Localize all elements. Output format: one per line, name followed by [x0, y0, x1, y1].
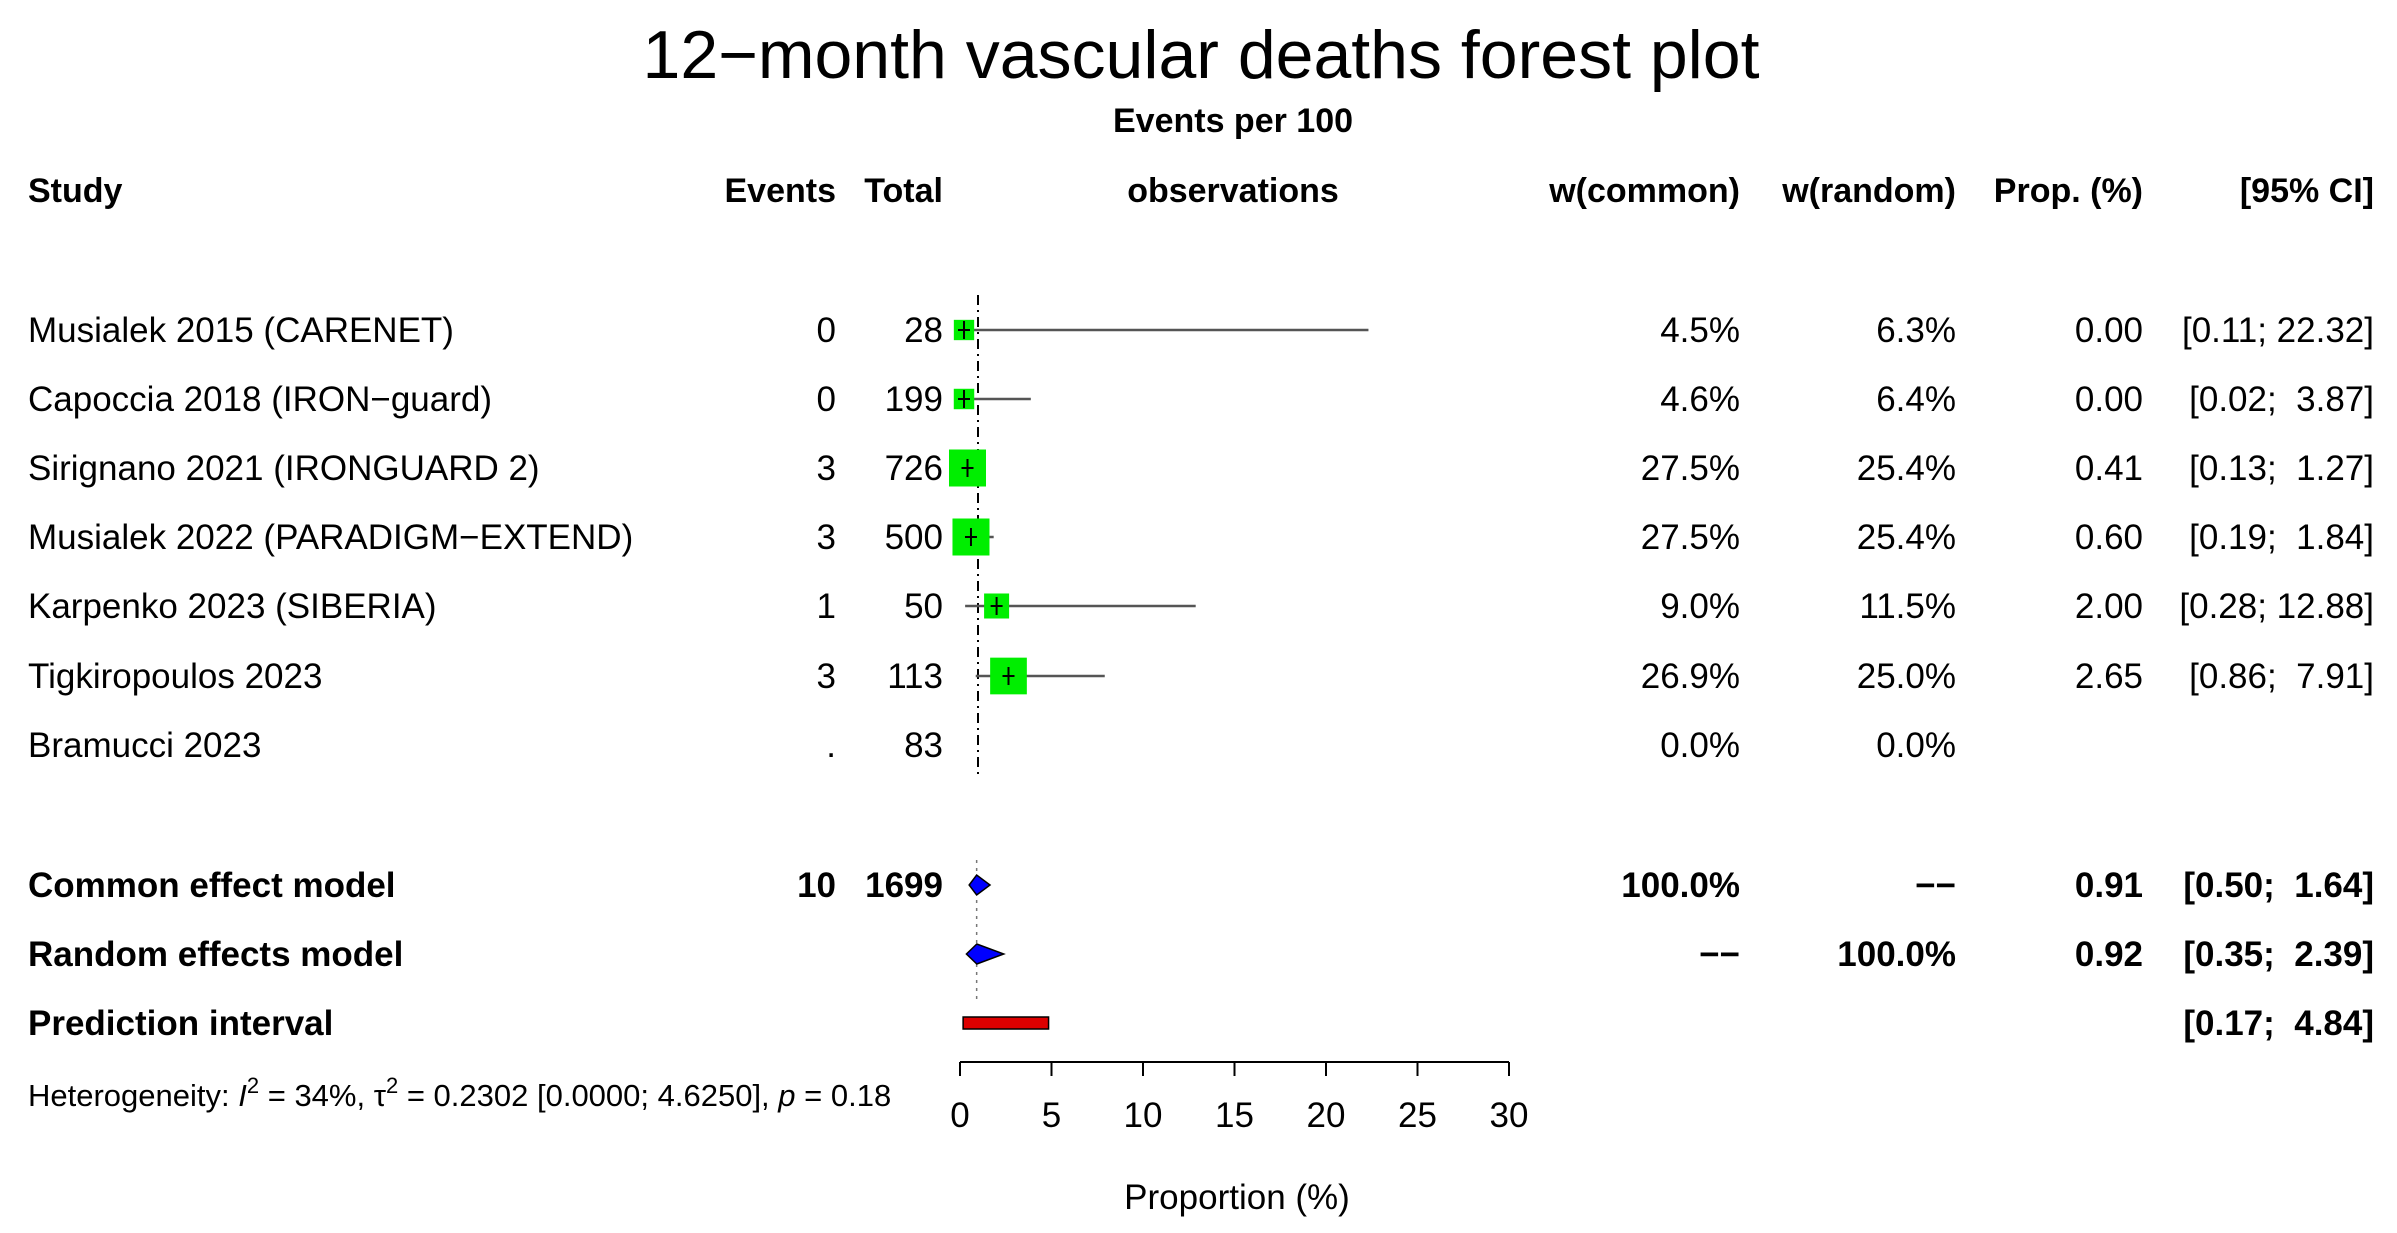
study-total-cell: 113: [887, 657, 943, 696]
study-prop-cell: 2.65: [2075, 657, 2143, 696]
study-ci-cell: [0.02; 3.87]: [2189, 380, 2374, 419]
study-prop-cell: 0.41: [2075, 449, 2143, 488]
header-events: Events: [725, 172, 837, 210]
study-events-cell: 0: [817, 380, 836, 419]
random-effects-diamond: [965, 943, 1006, 965]
x-axis-tick-label: 15: [1215, 1096, 1254, 1135]
het-i2-value: = 34%,: [259, 1078, 374, 1113]
study-ci-cell: [0.13; 1.27]: [2189, 449, 2374, 488]
common-w-common-cell: 100.0%: [1621, 866, 1740, 905]
study-name-cell: Musialek 2022 (PARADIGM−EXTEND): [28, 518, 633, 557]
table-rows: Musialek 2015 (CARENET) 0 28 4.5% 6.3% 0.00 [0…: [28, 311, 2374, 1043]
header-effect-line2: observations: [1127, 172, 1339, 210]
plot-graphics: [949, 295, 1369, 1030]
study-total-cell: 28: [904, 311, 943, 350]
study-w-random-cell: 0.0%: [1876, 726, 1956, 765]
common-w-random-cell: −−: [1915, 866, 1956, 905]
study-events-cell: 0: [817, 311, 836, 350]
header-prop: Prop. (%): [1994, 172, 2143, 210]
common-prop-cell: 0.91: [2075, 866, 2143, 905]
random-prop-cell: 0.92: [2075, 935, 2143, 974]
study-total-cell: 199: [885, 380, 943, 419]
random-name-cell: Random effects model: [28, 935, 403, 974]
study-w-common-cell: 4.6%: [1660, 380, 1740, 419]
random-w-common-cell: −−: [1699, 935, 1740, 974]
header-w-random: w(random): [1781, 172, 1956, 210]
study-name-cell: Tigkiropoulos 2023: [28, 657, 322, 696]
header-w-common: w(common): [1548, 172, 1740, 210]
prediction-ci-cell: [0.17; 4.84]: [2183, 1004, 2374, 1043]
het-tau2-symbol: τ: [374, 1078, 386, 1113]
study-w-random-cell: 6.4%: [1876, 380, 1956, 419]
common-total-cell: 1699: [865, 866, 943, 905]
study-w-random-cell: 25.0%: [1857, 657, 1956, 696]
x-axis-title: Proportion (%): [1124, 1178, 1350, 1217]
header-ci: [95% CI]: [2240, 172, 2374, 210]
common-ci-cell: [0.50; 1.64]: [2183, 866, 2374, 905]
header-study: Study: [28, 172, 123, 210]
x-axis-tick-label: 5: [1042, 1096, 1061, 1135]
het-p-symbol: p: [777, 1078, 795, 1113]
x-axis-tick-label: 20: [1307, 1096, 1346, 1135]
column-headers: Events per 100 Study Events Total observ…: [28, 102, 2374, 210]
study-ci-cell: [0.86; 7.91]: [2189, 657, 2374, 696]
common-events-cell: 10: [797, 866, 836, 905]
study-total-cell: 726: [885, 449, 943, 488]
study-prop-cell: 0.00: [2075, 380, 2143, 419]
heterogeneity-text: Heterogeneity: I2 = 34%, τ2 = 0.2302 [0.…: [28, 1073, 891, 1113]
study-ci-cell: [0.28; 12.88]: [2179, 587, 2374, 626]
study-name-cell: Capoccia 2018 (IRON−guard): [28, 380, 492, 419]
common-effect-diamond: [968, 873, 992, 897]
x-axis-tick-label: 25: [1398, 1096, 1437, 1135]
random-ci-cell: [0.35; 2.39]: [2183, 935, 2374, 974]
study-events-cell: .: [826, 726, 836, 765]
study-name-cell: Musialek 2015 (CARENET): [28, 311, 454, 350]
study-w-common-cell: 27.5%: [1641, 518, 1740, 557]
study-events-cell: 3: [817, 657, 836, 696]
study-w-random-cell: 6.3%: [1876, 311, 1956, 350]
random-w-random-cell: 100.0%: [1837, 935, 1956, 974]
study-w-common-cell: 27.5%: [1641, 449, 1740, 488]
header-effect-line1: Events per 100: [1113, 102, 1353, 140]
het-p-value: = 0.18: [796, 1078, 892, 1113]
study-w-common-cell: 9.0%: [1660, 587, 1740, 626]
study-events-cell: 3: [817, 518, 836, 557]
study-name-cell: Karpenko 2023 (SIBERIA): [28, 587, 437, 626]
study-total-cell: 500: [885, 518, 943, 557]
study-name-cell: Bramucci 2023: [28, 726, 261, 765]
het-i2-symbol: I: [238, 1078, 247, 1113]
header-total: Total: [864, 172, 943, 210]
het-tau2-sup: 2: [386, 1073, 398, 1098]
x-axis-tick-label: 10: [1124, 1096, 1163, 1135]
het-tau2-value: = 0.2302 [0.0000; 4.6250],: [398, 1078, 778, 1113]
x-axis: 0 5 10 15 20 25 30: [950, 1061, 1529, 1135]
study-events-cell: 1: [817, 587, 836, 626]
prediction-interval-bar: [962, 1016, 1050, 1030]
study-prop-cell: 2.00: [2075, 587, 2143, 626]
het-prefix: Heterogeneity:: [28, 1078, 238, 1113]
x-axis-tick-label: 0: [950, 1096, 969, 1135]
study-prop-cell: 0.00: [2075, 311, 2143, 350]
study-w-random-cell: 11.5%: [1859, 587, 1956, 626]
common-name-cell: Common effect model: [28, 866, 396, 905]
study-total-cell: 50: [904, 587, 943, 626]
study-w-common-cell: 26.9%: [1641, 657, 1740, 696]
het-i2-sup: 2: [247, 1073, 259, 1098]
study-w-random-cell: 25.4%: [1857, 518, 1956, 557]
prediction-name-cell: Prediction interval: [28, 1004, 333, 1043]
x-axis-tick-label: 30: [1490, 1096, 1529, 1135]
study-prop-cell: 0.60: [2075, 518, 2143, 557]
study-events-cell: 3: [817, 449, 836, 488]
study-w-common-cell: 4.5%: [1660, 311, 1740, 350]
study-name-cell: Sirignano 2021 (IRONGUARD 2): [28, 449, 540, 488]
study-total-cell: 83: [904, 726, 943, 765]
chart-title: 12−month vascular deaths forest plot: [643, 17, 1760, 93]
study-w-random-cell: 25.4%: [1857, 449, 1956, 488]
study-w-common-cell: 0.0%: [1660, 726, 1740, 765]
study-ci-cell: [0.19; 1.84]: [2189, 518, 2374, 557]
study-ci-cell: [0.11; 22.32]: [2182, 311, 2374, 350]
